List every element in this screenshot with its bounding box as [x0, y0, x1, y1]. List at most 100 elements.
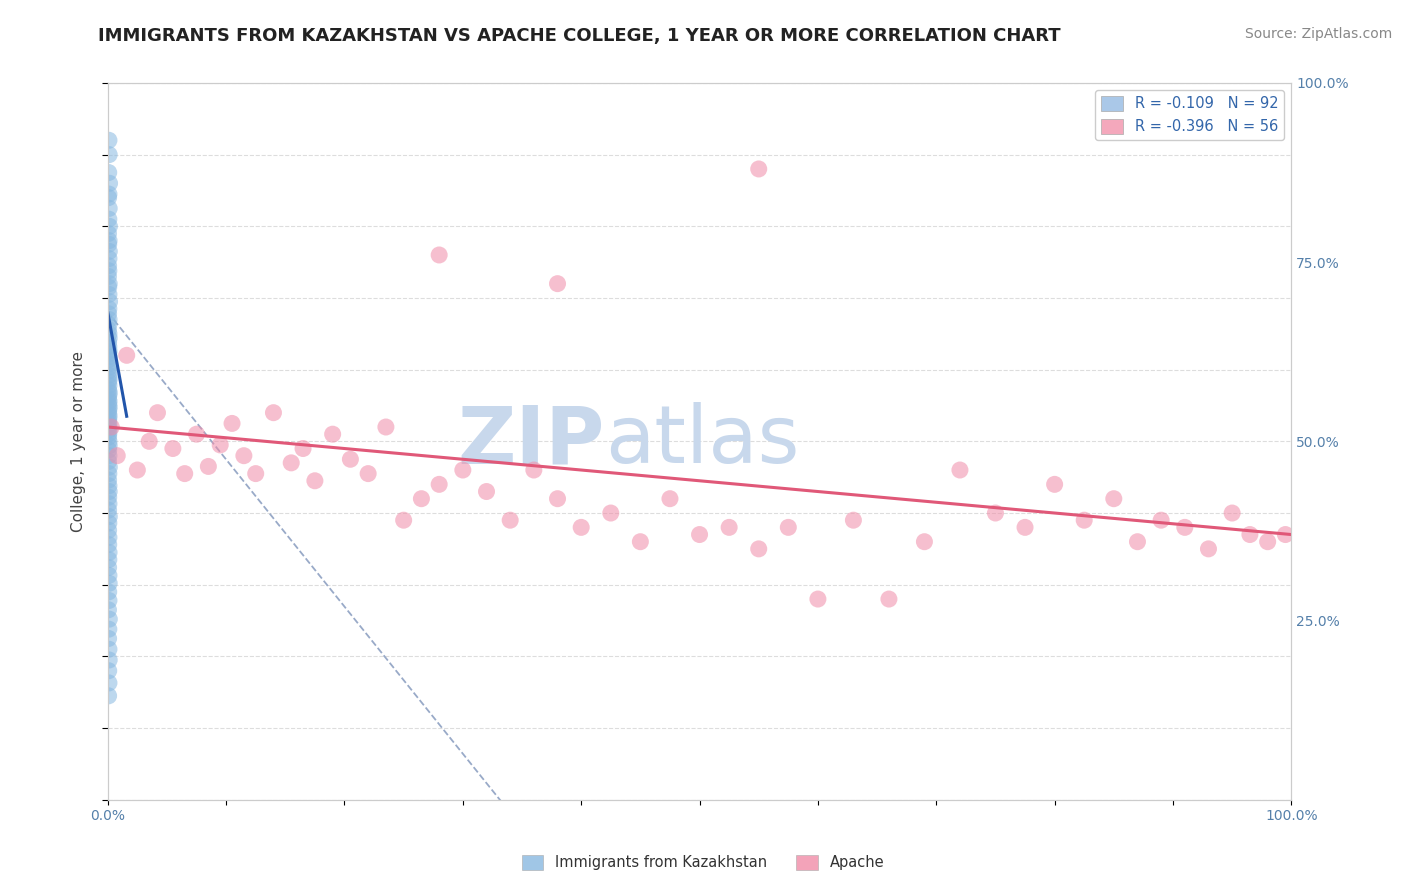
Point [97, 301, 120, 316]
Point [97, 426, 120, 441]
Legend: Immigrants from Kazakhstan, Apache: Immigrants from Kazakhstan, Apache [516, 848, 890, 876]
Point [1102, 491, 1125, 506]
Point [97, 467, 120, 481]
Point [97, 227, 120, 241]
Point [1220, 506, 1243, 520]
Point [475, 484, 498, 499]
Point [263, 406, 285, 420]
Point [778, 520, 800, 534]
Point [842, 513, 865, 527]
Point [97, 538, 120, 552]
Point [97, 383, 120, 397]
Point [97, 388, 120, 402]
Point [97, 307, 120, 321]
Text: Source: ZipAtlas.com: Source: ZipAtlas.com [1244, 27, 1392, 41]
Point [97, 430, 120, 444]
Point [97, 420, 120, 434]
Point [304, 474, 326, 488]
Point [97, 287, 120, 301]
Point [1257, 534, 1279, 549]
Point [292, 442, 315, 456]
Point [97, 560, 120, 574]
Point [97, 434, 120, 449]
Point [97, 322, 120, 336]
Point [97, 552, 120, 566]
Point [98, 294, 121, 309]
Point [97, 378, 120, 392]
Point [547, 491, 569, 506]
Point [97, 503, 120, 517]
Point [98, 277, 121, 291]
Point [97, 392, 120, 406]
Point [718, 520, 741, 534]
Point [98, 176, 121, 190]
Point [97, 523, 120, 537]
Point [877, 592, 900, 607]
Point [97, 454, 120, 468]
Point [98, 385, 121, 400]
Point [97, 642, 120, 657]
Point [98, 612, 121, 626]
Point [97, 212, 120, 227]
Point [138, 434, 160, 449]
Point [97, 360, 120, 375]
Point [98, 357, 121, 371]
Point [98, 439, 121, 453]
Point [162, 442, 184, 456]
Point [98, 509, 121, 524]
Point [127, 463, 149, 477]
Point [97, 473, 120, 487]
Point [280, 456, 302, 470]
Point [1150, 513, 1173, 527]
Point [97, 622, 120, 636]
Point [97, 252, 120, 266]
Point [97, 318, 120, 332]
Point [599, 506, 621, 520]
Point [912, 534, 935, 549]
Point [97, 497, 120, 511]
Point [97, 191, 120, 205]
Point [1043, 477, 1066, 491]
Point [97, 237, 120, 252]
Point [98, 331, 121, 345]
Point [1239, 527, 1261, 541]
Point [97, 632, 120, 646]
Point [97, 269, 120, 284]
Point [1126, 534, 1149, 549]
Point [98, 400, 121, 414]
Point [197, 459, 219, 474]
Point [98, 576, 121, 591]
Point [949, 463, 972, 477]
Point [499, 513, 522, 527]
Point [98, 484, 121, 499]
Point [97, 259, 120, 273]
Point [97, 402, 120, 417]
Point [186, 427, 208, 442]
Point [374, 420, 396, 434]
Point [97, 490, 120, 504]
Point [659, 491, 682, 506]
Point [100, 420, 122, 434]
Point [97, 364, 120, 378]
Point [357, 467, 380, 481]
Point [97, 340, 120, 354]
Point [1198, 541, 1220, 556]
Text: atlas: atlas [605, 402, 799, 481]
Point [392, 513, 415, 527]
Point [97, 603, 120, 617]
Point [98, 344, 121, 359]
Point [97, 397, 120, 411]
Point [97, 516, 120, 530]
Point [1274, 527, 1296, 541]
Point [1174, 520, 1197, 534]
Point [97, 593, 120, 607]
Legend: R = -0.109   N = 92, R = -0.396   N = 56: R = -0.109 N = 92, R = -0.396 N = 56 [1095, 90, 1284, 140]
Text: IMMIGRANTS FROM KAZAKHSTAN VS APACHE COLLEGE, 1 YEAR OR MORE CORRELATION CHART: IMMIGRANTS FROM KAZAKHSTAN VS APACHE COL… [98, 27, 1062, 45]
Point [427, 477, 450, 491]
Point [98, 372, 121, 386]
Point [97, 350, 120, 364]
Text: ZIP: ZIP [457, 402, 605, 481]
Point [97, 375, 120, 389]
Point [98, 202, 121, 216]
Point [97, 414, 120, 428]
